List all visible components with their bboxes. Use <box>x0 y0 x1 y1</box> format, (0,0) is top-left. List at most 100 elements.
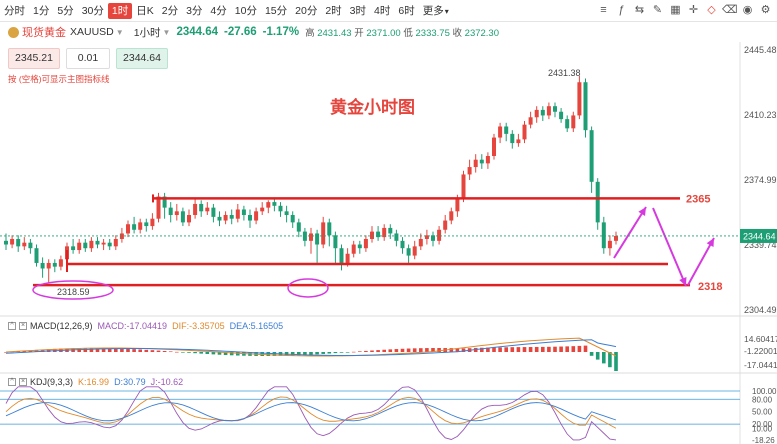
high-price-marker: 2431.38 <box>548 68 581 78</box>
timeframe-6[interactable]: 2分 <box>161 4 179 17</box>
candle-body <box>333 235 338 249</box>
timeframe-14[interactable]: 4时 <box>374 4 391 17</box>
quantity-input[interactable]: 0.01 <box>66 48 110 69</box>
macd-histogram-bar <box>187 352 191 353</box>
candle-body <box>461 174 466 199</box>
kdj-d-line <box>5 402 617 422</box>
candle-body <box>571 115 576 129</box>
candle-body <box>607 240 612 249</box>
gold-icon <box>8 26 19 38</box>
candle-body <box>28 242 33 249</box>
macd-histogram-bar <box>486 347 490 352</box>
timeframe-5[interactable]: 日K <box>136 4 154 17</box>
eraser-icon[interactable]: ◇ <box>707 4 716 16</box>
sell-price-button[interactable]: 2345.21 <box>8 48 60 69</box>
timeframe-11[interactable]: 20分 <box>295 4 318 17</box>
dif-value: DIF:-3.35705 <box>172 321 225 331</box>
delete-icon[interactable]: ⌫ <box>722 4 738 16</box>
chevron-down-icon[interactable]: ▼ <box>115 27 124 37</box>
timeframe-0[interactable]: 分时 <box>4 4 25 17</box>
close-icon[interactable]: × <box>19 322 27 330</box>
candle-body <box>113 238 118 247</box>
macd-histogram-bar <box>303 352 307 355</box>
candle-body <box>180 211 185 223</box>
timeframe-9[interactable]: 10分 <box>234 4 257 17</box>
buy-price-button[interactable]: 2344.64 <box>116 48 168 69</box>
list-icon[interactable]: ≡ <box>600 4 607 16</box>
candle-body <box>467 167 472 175</box>
candle-body <box>52 262 57 267</box>
macd-histogram-bar <box>162 350 167 352</box>
timeframe-8[interactable]: 4分 <box>210 4 227 17</box>
candle-body <box>449 211 454 221</box>
macd-histogram-bar <box>358 351 362 352</box>
macd-histogram-bar <box>419 348 423 352</box>
price-change: -27.66 <box>224 26 257 38</box>
timeframe-16[interactable]: 更多 <box>419 3 453 19</box>
macd-histogram-bar <box>431 348 435 352</box>
timeframe-12[interactable]: 2时 <box>325 4 342 17</box>
kdj-axis-label: -18.26 <box>752 436 775 444</box>
macd-histogram-bar <box>382 349 386 352</box>
draw-icon[interactable]: ✎ <box>652 4 663 16</box>
candle-body <box>260 207 265 212</box>
candle-body <box>284 211 289 216</box>
timeframe-10[interactable]: 15分 <box>264 4 288 17</box>
candle-body <box>22 242 27 247</box>
macd-histogram-bar <box>309 352 313 355</box>
layout-icon[interactable]: ▦ <box>670 4 681 16</box>
macd-histogram-bar <box>541 346 545 352</box>
macd-histogram-bar <box>504 347 508 352</box>
price-change-pct: -1.17% <box>262 26 300 38</box>
macd-histogram-bar <box>351 351 356 353</box>
candle-body <box>193 203 198 216</box>
timeframe-4[interactable]: 1时 <box>107 2 133 19</box>
timeframe-7[interactable]: 3分 <box>186 4 203 17</box>
symbol-name[interactable]: 现货黄金 <box>22 27 66 39</box>
timeframe-selector[interactable]: 1小时 <box>133 26 161 39</box>
close-icon[interactable]: × <box>19 378 27 386</box>
candle-body <box>315 233 320 245</box>
candle-body <box>388 227 393 234</box>
macd-histogram-bar <box>144 349 149 352</box>
k-value: K:16.99 <box>78 377 110 387</box>
chevron-down-icon[interactable]: ▼ <box>162 27 171 37</box>
macd-axis-label: -17.04419 <box>744 360 777 370</box>
candle-body <box>107 242 112 247</box>
settings-icon[interactable]: ⚙ <box>760 4 771 16</box>
symbol-code[interactable]: XAUUSD <box>70 26 114 38</box>
symbol-info-bar: 现货黄金 XAUUSD ▼ 1小时 ▼ 2344.64 -27.66 -1.17… <box>0 22 740 42</box>
candle-body <box>254 211 259 221</box>
candle-body <box>89 240 94 249</box>
compare-icon[interactable]: ⇆ <box>634 4 645 16</box>
timeframe-15[interactable]: 6时 <box>398 4 415 17</box>
collapse-icon[interactable]: ^ <box>8 322 16 330</box>
timeframe-1[interactable]: 1分 <box>33 4 50 17</box>
macd-histogram-bar <box>400 348 405 352</box>
candle-body <box>437 229 442 241</box>
forecast-arrowhead <box>679 277 687 286</box>
indicator-icon[interactable]: ƒ <box>618 4 625 16</box>
candle-body <box>504 126 509 134</box>
candle-body <box>77 242 82 251</box>
eye-icon[interactable]: ◉ <box>742 4 753 16</box>
timeframe-2[interactable]: 5分 <box>57 4 74 17</box>
collapse-icon[interactable]: ^ <box>8 378 16 386</box>
macd-histogram-bar <box>364 350 368 352</box>
candle-body <box>71 246 76 251</box>
candle-body <box>528 117 533 125</box>
dea-line <box>5 339 617 356</box>
forecast-arrow <box>613 206 647 259</box>
macd-histogram-bar <box>297 352 301 356</box>
macd-histogram-bar <box>126 348 130 352</box>
kdj-title: KDJ(9,3,3) <box>30 377 74 387</box>
crosshair-icon[interactable]: ✛ <box>688 4 699 16</box>
candle-body <box>16 238 21 247</box>
candle-body <box>498 126 503 138</box>
timeframe-3[interactable]: 30分 <box>81 4 104 17</box>
candle-body <box>424 235 429 239</box>
timeframe-13[interactable]: 3时 <box>349 4 367 17</box>
candle-body <box>534 109 539 118</box>
